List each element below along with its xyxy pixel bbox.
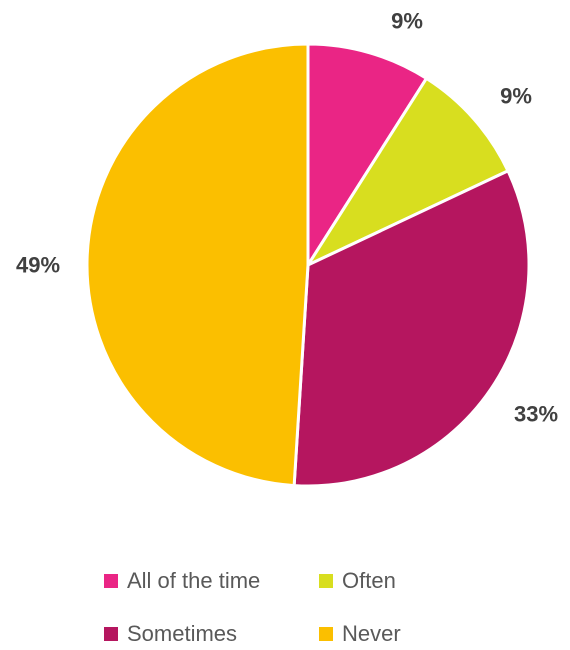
data-label-sometimes: 33% <box>514 402 558 427</box>
pie-slice-often <box>306 76 510 267</box>
data-label-never: 49% <box>16 253 60 278</box>
pie-slice-all-of-the-time <box>306 42 428 267</box>
data-label-all-of-the-time: 9% <box>391 9 423 34</box>
pie-slice-never <box>85 42 310 488</box>
pie-slice-sometimes <box>292 169 531 488</box>
data-label-often: 9% <box>500 84 532 109</box>
